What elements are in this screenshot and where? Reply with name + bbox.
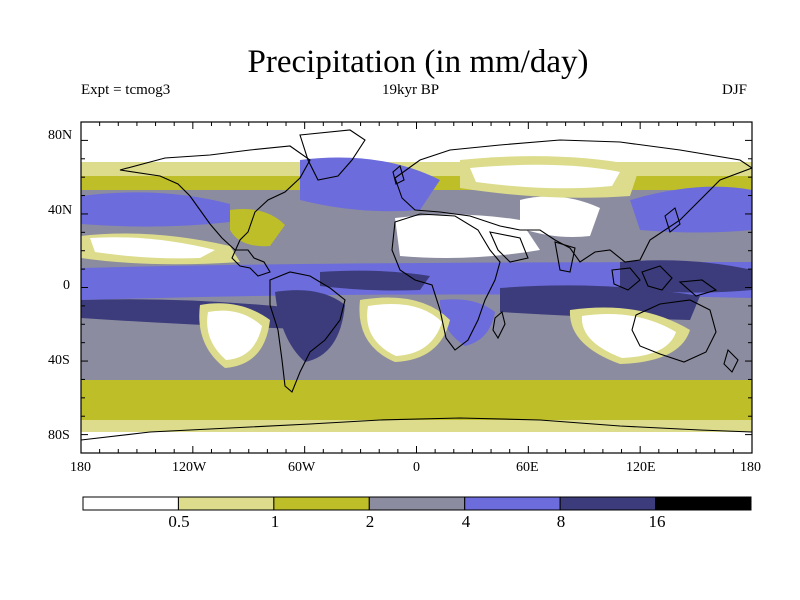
lon-tick-0: 0 [413,460,420,475]
lat-tick-80s: 80S [48,428,70,443]
lon-tick-60w: 60W [288,460,316,475]
lat-tick-80n: 80N [48,128,73,143]
period-label: 19kyr BP [382,82,440,98]
lat-tick-40n: 40N [48,203,73,218]
colorbar-label-1: 1 [270,512,280,531]
colorbar-swatch [177,496,275,511]
colorbar-label-4: 4 [461,512,471,531]
colorbar-label-0-5: 0.5 [168,512,190,531]
lat-tick-40s: 40S [48,353,70,368]
colorbar-swatch [82,496,179,511]
experiment-label: Expt = tcmog3 [81,82,171,98]
lon-tick-120e: 120E [626,460,656,475]
colorbar [82,496,752,511]
lat-tick-0: 0 [63,278,70,293]
season-label: DJF [722,82,748,98]
colorbar-label-2: 2 [365,512,375,531]
coastlines [81,129,752,441]
colorbar-swatch [559,496,657,511]
axis-ticks [80,121,753,454]
colorbar-label-16: 16 [648,512,666,531]
colorbar-swatch [655,496,752,511]
colorbar-swatch [273,496,370,511]
colorbar-swatch [368,496,466,511]
colorbar-label-8: 8 [556,512,566,531]
lon-tick-180e: 180 [740,460,761,475]
colorbar-swatch [464,496,561,511]
precip-field [81,122,752,453]
map-title: Precipitation (in mm/day) [247,44,589,80]
lon-tick-120w: 120W [172,460,207,475]
lon-tick-60e: 60E [516,460,539,475]
lon-tick-180w: 180 [70,460,91,475]
